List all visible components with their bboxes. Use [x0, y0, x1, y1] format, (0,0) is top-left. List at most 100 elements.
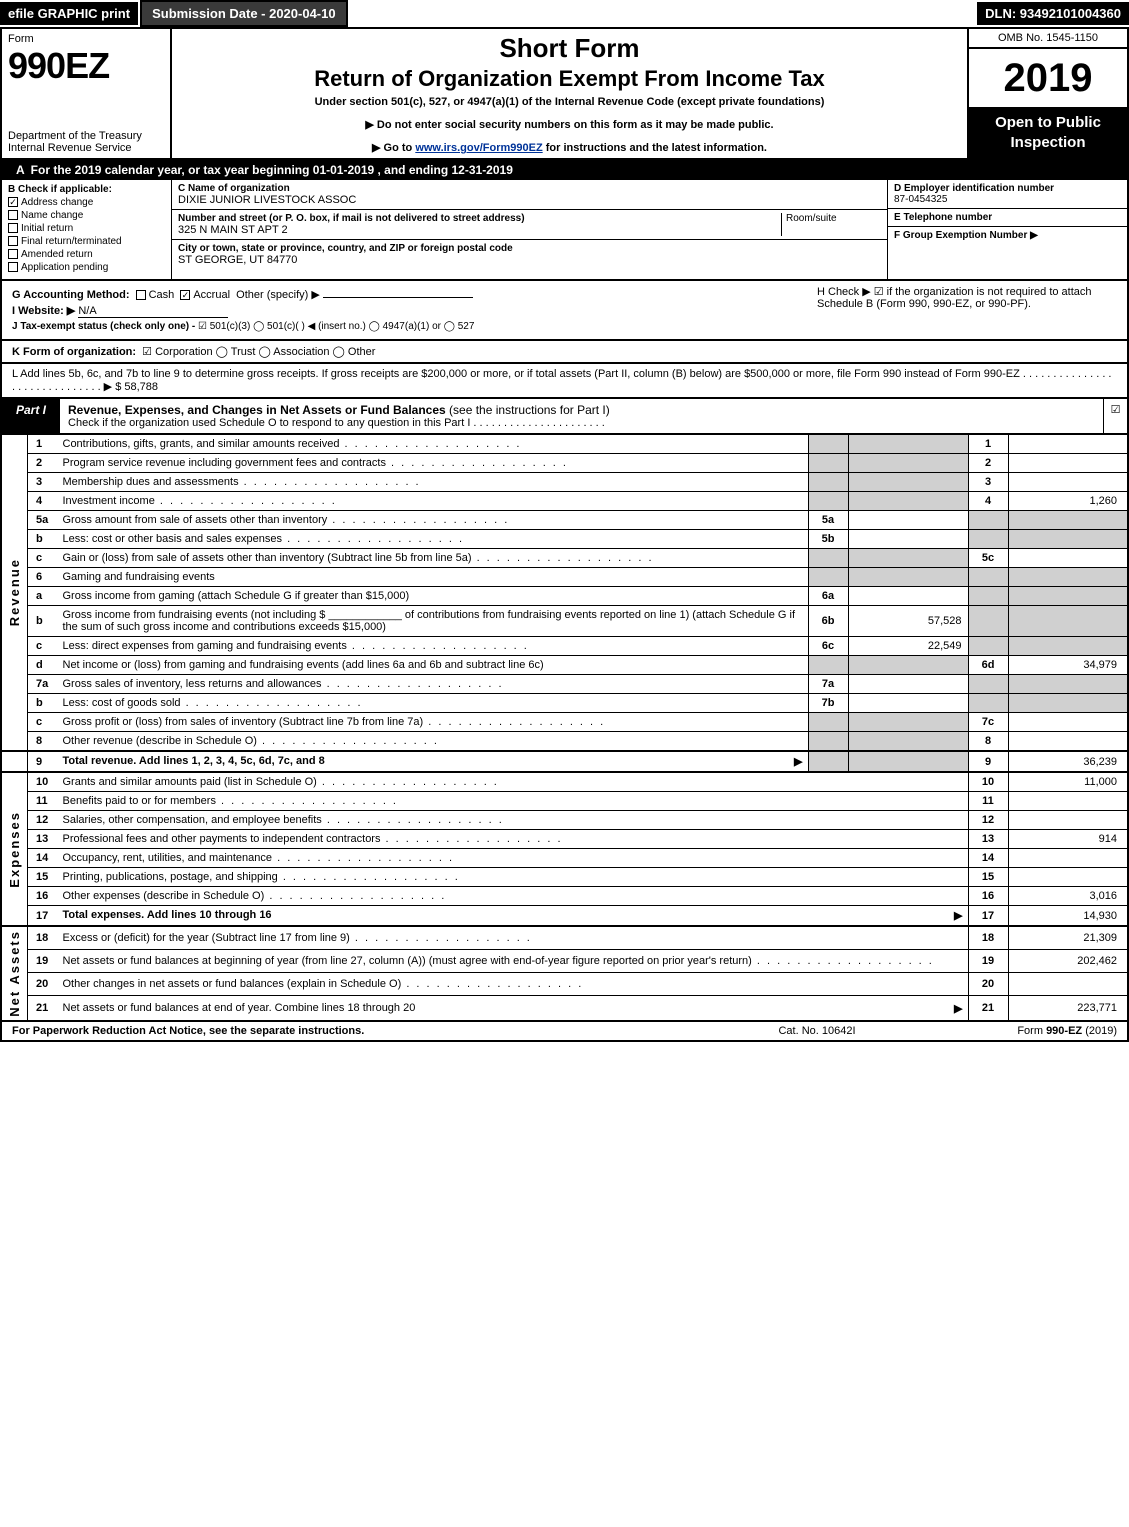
expenses-side-label: Expenses [7, 811, 22, 888]
line-5c: cGain or (loss) from sale of assets othe… [1, 549, 1128, 568]
chk-label: Address change [21, 197, 93, 208]
tax-year: 2019 [969, 49, 1127, 107]
line-20: 20Other changes in net assets or fund ba… [1, 973, 1128, 996]
form-ref: Form 990-EZ (2019) [917, 1025, 1117, 1037]
chk-final-return[interactable]: Final return/terminated [8, 236, 165, 247]
org-name-value: DIXIE JUNIOR LIVESTOCK ASSOC [178, 194, 881, 206]
line-h-text: H Check ▶ ☑ if the organization is not r… [817, 286, 1092, 310]
line-6c: cLess: direct expenses from gaming and f… [1, 637, 1128, 656]
line-19: 19Net assets or fund balances at beginni… [1, 950, 1128, 973]
irs-link[interactable]: www.irs.gov/Form990EZ [415, 142, 542, 154]
room-suite-label: Room/suite [781, 213, 881, 236]
line-j: J Tax-exempt status (check only one) - ☑… [12, 321, 1117, 332]
note2-pre: ▶ Go to [372, 142, 415, 154]
box-def: D Employer identification number 87-0454… [887, 180, 1127, 279]
chk-name-change[interactable]: Name change [8, 210, 165, 221]
accrual-label: Accrual [193, 289, 230, 301]
paperwork-notice: For Paperwork Reduction Act Notice, see … [12, 1025, 717, 1037]
city-value: ST GEORGE, UT 84770 [178, 254, 881, 266]
form-title-long: Return of Organization Exempt From Incom… [182, 66, 957, 92]
line-9: 9 Total revenue. Add lines 1, 2, 3, 4, 5… [1, 751, 1128, 772]
line-a-label: A [16, 163, 25, 177]
department-label: Department of the Treasury Internal Reve… [8, 130, 164, 154]
part-1-title: Revenue, Expenses, and Changes in Net As… [68, 403, 446, 417]
line-7c: cGross profit or (loss) from sales of in… [1, 713, 1128, 732]
period-row: A For the 2019 calendar year, or tax yea… [0, 160, 1129, 180]
part-1-table: Revenue 1 Contributions, gifts, grants, … [0, 435, 1129, 1022]
chk-application-pending[interactable]: Application pending [8, 262, 165, 273]
form-word: Form [8, 33, 164, 45]
phone-label: E Telephone number [894, 212, 1121, 223]
note2-post: for instructions and the latest informat… [543, 142, 767, 154]
form-number: 990EZ [8, 45, 164, 87]
form-note-1: ▶ Do not enter social security numbers o… [182, 118, 957, 131]
chk-label: Application pending [21, 262, 108, 273]
line-1: Revenue 1 Contributions, gifts, grants, … [1, 435, 1128, 454]
line-10: Expenses 10Grants and similar amounts pa… [1, 772, 1128, 792]
submission-date: Submission Date - 2020-04-10 [140, 0, 348, 27]
line-2: 2Program service revenue including gover… [1, 454, 1128, 473]
dln-label: DLN: 93492101004360 [977, 2, 1129, 25]
chk-address-change[interactable]: ✓Address change [8, 197, 165, 208]
form-header: Form 990EZ Department of the Treasury In… [0, 29, 1129, 160]
revenue-side-label: Revenue [7, 558, 22, 626]
line-11: 11Benefits paid to or for members11 [1, 792, 1128, 811]
form-subtitle: Under section 501(c), 527, or 4947(a)(1)… [182, 96, 957, 108]
ein-value: 87-0454325 [894, 194, 1121, 205]
chk-label: Initial return [21, 223, 73, 234]
line-21: 21Net assets or fund balances at end of … [1, 996, 1128, 1021]
addr-label: Number and street (or P. O. box, if mail… [178, 213, 781, 224]
open-inspection: Open to Public Inspection [969, 107, 1127, 158]
box-c: C Name of organization DIXIE JUNIOR LIVE… [172, 180, 887, 279]
line-5b: bLess: cost or other basis and sales exp… [1, 530, 1128, 549]
info-block: B Check if applicable: ✓Address change N… [0, 180, 1129, 281]
part-1-header: Part I Revenue, Expenses, and Changes in… [0, 399, 1129, 435]
line-g-label: G Accounting Method: [12, 289, 130, 301]
addr-value: 325 N MAIN ST APT 2 [178, 224, 781, 236]
line-6a: aGross income from gaming (attach Schedu… [1, 587, 1128, 606]
rv [1008, 435, 1128, 454]
chk-label: Name change [21, 210, 83, 221]
line-6d: dNet income or (loss) from gaming and fu… [1, 656, 1128, 675]
ld: Contributions, gifts, grants, and simila… [58, 435, 809, 454]
line-h: H Check ▶ ☑ if the organization is not r… [817, 285, 1117, 310]
line-7b: bLess: cost of goods sold7b [1, 694, 1128, 713]
line-13: 13Professional fees and other payments t… [1, 830, 1128, 849]
line-l-text: L Add lines 5b, 6c, and 7b to line 9 to … [12, 368, 1112, 393]
org-name-label: C Name of organization [178, 183, 881, 194]
part-1-checkbox[interactable]: ☑ [1103, 399, 1127, 433]
line-l: L Add lines 5b, 6c, and 7b to line 9 to … [0, 364, 1129, 399]
line-8: 8Other revenue (describe in Schedule O)8 [1, 732, 1128, 752]
lines-g-j: G Accounting Method: Cash ✓Accrual Other… [0, 281, 1129, 341]
part-1-sub: Check if the organization used Schedule … [68, 417, 1095, 429]
group-exemption-label: F Group Exemption Number ▶ [894, 230, 1121, 241]
rn: 1 [968, 435, 1008, 454]
line-16: 16Other expenses (describe in Schedule O… [1, 887, 1128, 906]
line-17: 17Total expenses. Add lines 10 through 1… [1, 906, 1128, 927]
line-6b: bGross income from fundraising events (n… [1, 606, 1128, 637]
city-label: City or town, state or province, country… [178, 243, 881, 254]
line-j-opts: ☑ 501(c)(3) ◯ 501(c)( ) ◀ (insert no.) ◯… [198, 321, 474, 332]
line-3: 3Membership dues and assessments3 [1, 473, 1128, 492]
line-j-label: J Tax-exempt status (check only one) - [12, 321, 195, 332]
ln: 1 [28, 435, 58, 454]
part-1-title-note: (see the instructions for Part I) [449, 403, 610, 417]
line-k-label: K Form of organization: [12, 346, 136, 358]
chk-label: Final return/terminated [21, 236, 122, 247]
chk-accrual[interactable]: ✓ [180, 290, 190, 300]
line-18: Net Assets 18Excess or (deficit) for the… [1, 926, 1128, 950]
chk-cash[interactable] [136, 290, 146, 300]
box-b-head: B Check if applicable: [8, 184, 165, 195]
line-7a: 7aGross sales of inventory, less returns… [1, 675, 1128, 694]
website-value: N/A [78, 305, 228, 318]
footer: For Paperwork Reduction Act Notice, see … [0, 1022, 1129, 1042]
chk-initial-return[interactable]: Initial return [8, 223, 165, 234]
form-note-2: ▶ Go to www.irs.gov/Form990EZ for instru… [182, 141, 957, 154]
line-12: 12Salaries, other compensation, and empl… [1, 811, 1128, 830]
efile-label[interactable]: efile GRAPHIC print [0, 2, 138, 25]
chk-amended-return[interactable]: Amended return [8, 249, 165, 260]
other-label: Other (specify) ▶ [236, 289, 320, 301]
line-15: 15Printing, publications, postage, and s… [1, 868, 1128, 887]
line-k: K Form of organization: ☑ Corporation ◯ … [0, 341, 1129, 364]
form-title-short: Short Form [182, 33, 957, 64]
